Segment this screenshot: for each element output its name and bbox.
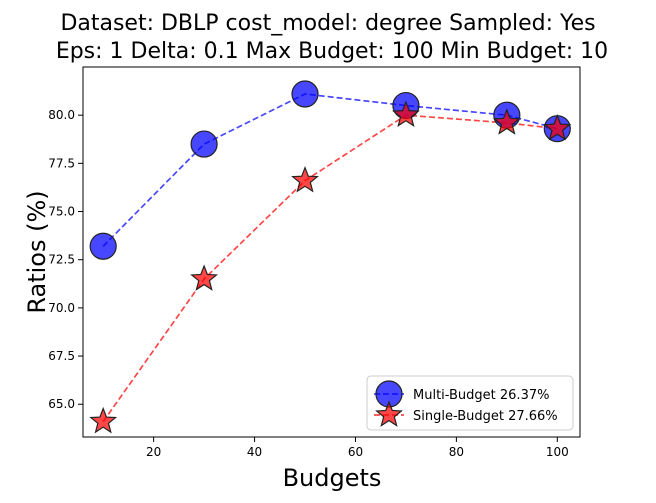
series-2-point	[190, 264, 219, 291]
plot-area	[89, 80, 572, 434]
y-tick-label: 72.5	[48, 253, 75, 267]
x-axis-label: Budgets	[283, 464, 382, 492]
legend-marker-2	[375, 400, 403, 427]
legend-label-2: Single-Budget 27.66%	[413, 409, 558, 424]
series-line-1	[102, 93, 558, 247]
y-tick-label: 75.0	[48, 205, 75, 219]
y-tick-label: 80.0	[48, 108, 75, 122]
legend-label-1: Multi-Budget 26.37%	[413, 388, 549, 403]
legend: Multi-Budget 26.37% Single-Budget 27.66%	[366, 375, 574, 431]
x-tick-label: 80	[449, 445, 464, 459]
series-2-point	[492, 108, 521, 135]
plot-frame	[82, 66, 581, 438]
y-tick-label: 70.0	[48, 301, 75, 315]
series-2-point	[89, 406, 118, 434]
series-1-point	[89, 232, 117, 260]
x-tick-label: 100	[546, 445, 569, 459]
series-1-point	[291, 80, 319, 108]
chart-title: Dataset: DBLP cost_model: degree Sampled…	[56, 11, 608, 64]
title-line-2: Eps: 1 Delta: 0.1 Max Budget: 100 Min Bu…	[56, 39, 608, 64]
x-tick-label: 40	[247, 445, 262, 459]
series-2-point	[391, 100, 420, 128]
x-tick-label: 60	[348, 445, 363, 459]
legend-box	[366, 375, 574, 431]
series-1-point	[190, 130, 218, 158]
y-axis: 65.0 67.5 70.0 72.5 75.0 77.5 80.0	[48, 108, 83, 411]
y-tick-label: 65.0	[48, 397, 75, 411]
x-axis: 20 40 60 80 100	[146, 437, 569, 459]
x-tick-label: 20	[146, 445, 161, 459]
y-tick-label: 77.5	[48, 156, 75, 170]
title-line-1: Dataset: DBLP cost_model: degree Sampled…	[60, 11, 595, 36]
y-tick-label: 67.5	[48, 349, 75, 363]
series-2-point	[543, 114, 572, 141]
series-2-point	[291, 166, 319, 193]
y-axis-label: Ratios (%)	[23, 190, 51, 313]
